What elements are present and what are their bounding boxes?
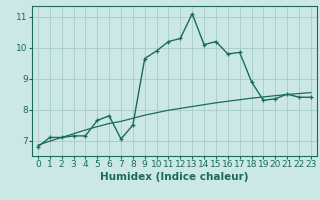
X-axis label: Humidex (Indice chaleur): Humidex (Indice chaleur) xyxy=(100,172,249,182)
